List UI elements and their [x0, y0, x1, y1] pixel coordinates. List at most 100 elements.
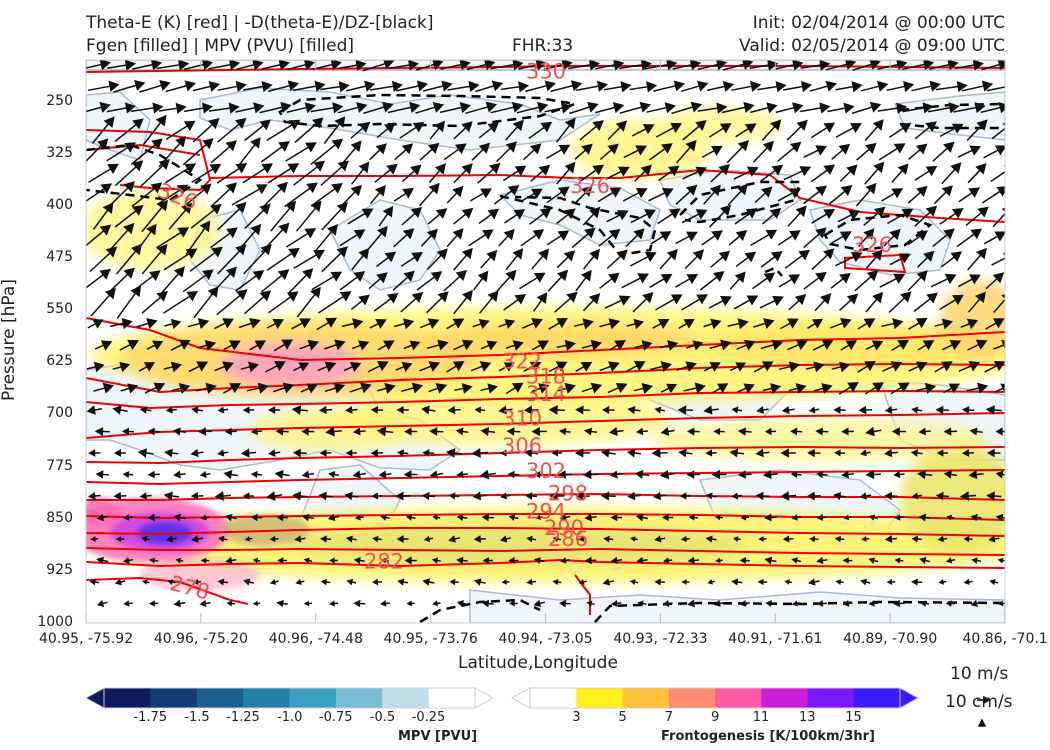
wind-arrow-head: [252, 600, 258, 607]
wind-arrow-head: [795, 339, 808, 351]
wind-arrow-head: [435, 208, 448, 220]
wind-arrow-head: [200, 183, 212, 195]
wind-arrow-head: [865, 469, 875, 480]
wind-arrow-head: [634, 469, 644, 480]
wind-arrow-head: [808, 406, 816, 414]
wind-arrow-head: [208, 118, 220, 130]
wind-key-label-cms: 10 cm/s: [945, 692, 1013, 712]
wind-arrow-head: [505, 269, 517, 282]
wind-arrow-head: [712, 271, 725, 282]
wind-arrow-head: [147, 513, 155, 522]
wind-arrow-head: [353, 229, 366, 240]
wind-arrow-head: [995, 513, 1004, 522]
wind-key-label-ms: 10 m/s: [950, 664, 1009, 684]
wind-arrow-head: [479, 469, 490, 480]
wind-arrow-head: [564, 208, 576, 220]
wind-arrow-head: [432, 514, 438, 521]
wind-arrow-head: [842, 600, 850, 607]
wind-arrow-head: [823, 122, 836, 133]
wind-arrow-head: [276, 599, 284, 608]
wind-arrow-head: [254, 340, 266, 351]
wind-arrow-head: [250, 470, 258, 479]
wind-arrow-head: [185, 248, 198, 259]
wind-arrow-head: [288, 247, 300, 259]
wind-arrow-head: [580, 269, 592, 282]
y-tick-label: 925: [46, 561, 73, 578]
wind-arrow-head: [916, 230, 928, 242]
wind-arrow-head: [331, 138, 344, 150]
wind-arrow-head: [269, 578, 277, 585]
wind-arrow-head: [217, 449, 225, 457]
wind-arrow-head: [240, 448, 250, 458]
wind-arrow-head: [329, 557, 335, 564]
wind-arrow-head: [762, 469, 772, 480]
mpv-colorbar: [84, 687, 495, 709]
wind-arrow-head: [876, 80, 889, 92]
wind-arrow-head: [488, 162, 501, 174]
x-tick-label: 40.93, -72.33: [613, 631, 708, 647]
wind-arrow-head: [535, 514, 541, 521]
wind-arrow-head: [307, 339, 320, 351]
wind-arrow-head: [214, 491, 224, 501]
colorbar-extend-right: [899, 687, 920, 709]
wind-arrow-head: [976, 382, 989, 394]
wind-arrow-head: [703, 405, 713, 415]
wind-arrow-head: [642, 292, 654, 304]
theta-e-label: 306: [502, 434, 542, 458]
wind-arrow-head: [330, 60, 342, 71]
wind-arrow-head: [90, 536, 96, 542]
wind-arrow-head: [360, 382, 372, 394]
wind-arrow-head: [813, 361, 825, 373]
wind-arrow-head: [659, 469, 670, 480]
wind-arrow-head: [99, 60, 111, 71]
wind-arrow-head: [739, 600, 747, 607]
wind-arrow-head: [225, 140, 237, 152]
wind-arrow-head: [412, 122, 425, 133]
wind-arrow-head: [780, 448, 789, 458]
wind-arrow-head: [481, 599, 490, 608]
wind-arrow-head: [121, 427, 130, 436]
wind-arrow-head: [370, 448, 379, 458]
theta-e-label: 326: [570, 174, 610, 198]
wind-arrow-head: [153, 382, 166, 393]
colorbar-frame: [103, 687, 476, 709]
fgen-colorbar: [510, 687, 920, 709]
wind-arrow-head: [686, 470, 695, 479]
colorbar-swatch: [289, 688, 337, 708]
wind-arrow-head: [767, 60, 779, 71]
wind-arrow-head: [100, 340, 113, 351]
wind-arrow: [993, 298, 1005, 313]
wind-arrow-head: [720, 296, 732, 307]
wind-arrow-head: [87, 491, 96, 501]
wind-arrow-head: [720, 339, 732, 351]
wind-arrow-head: [329, 600, 335, 607]
wind-arrow-head: [201, 60, 214, 71]
wind-arrow-head: [697, 80, 709, 92]
wind-arrow-head: [997, 557, 1004, 564]
wind-arrow-head: [582, 318, 594, 330]
wind-arrow-head: [972, 60, 984, 71]
wind-arrow-head: [894, 514, 901, 521]
wind-arrow-head: [292, 448, 301, 458]
wind-arrow-head: [533, 557, 541, 564]
wind-arrow-head: [380, 514, 387, 521]
wind-arrow-head: [150, 60, 163, 71]
wind-arrow-head: [459, 102, 472, 114]
wind-arrow-head: [235, 289, 248, 301]
wind-arrow-head: [716, 102, 728, 114]
y-tick-label: 625: [46, 353, 73, 370]
wind-arrow-head: [358, 294, 370, 306]
wind-arrow-head: [191, 406, 199, 414]
wind-arrow-head: [137, 448, 147, 458]
wind-arrow-head: [981, 80, 994, 92]
wind-arrow-head: [518, 81, 530, 93]
wind-arrow-head: [235, 202, 247, 214]
wind-arrow-head: [915, 361, 928, 372]
wind-arrow-head: [376, 225, 388, 238]
wind-arrow-head: [358, 161, 370, 174]
wind-arrow-head: [600, 491, 610, 501]
wind-arrow: [993, 343, 1005, 350]
wind-arrow-head: [190, 448, 199, 458]
wind-arrow-head: [589, 248, 600, 261]
wind-arrow-head: [815, 271, 827, 283]
